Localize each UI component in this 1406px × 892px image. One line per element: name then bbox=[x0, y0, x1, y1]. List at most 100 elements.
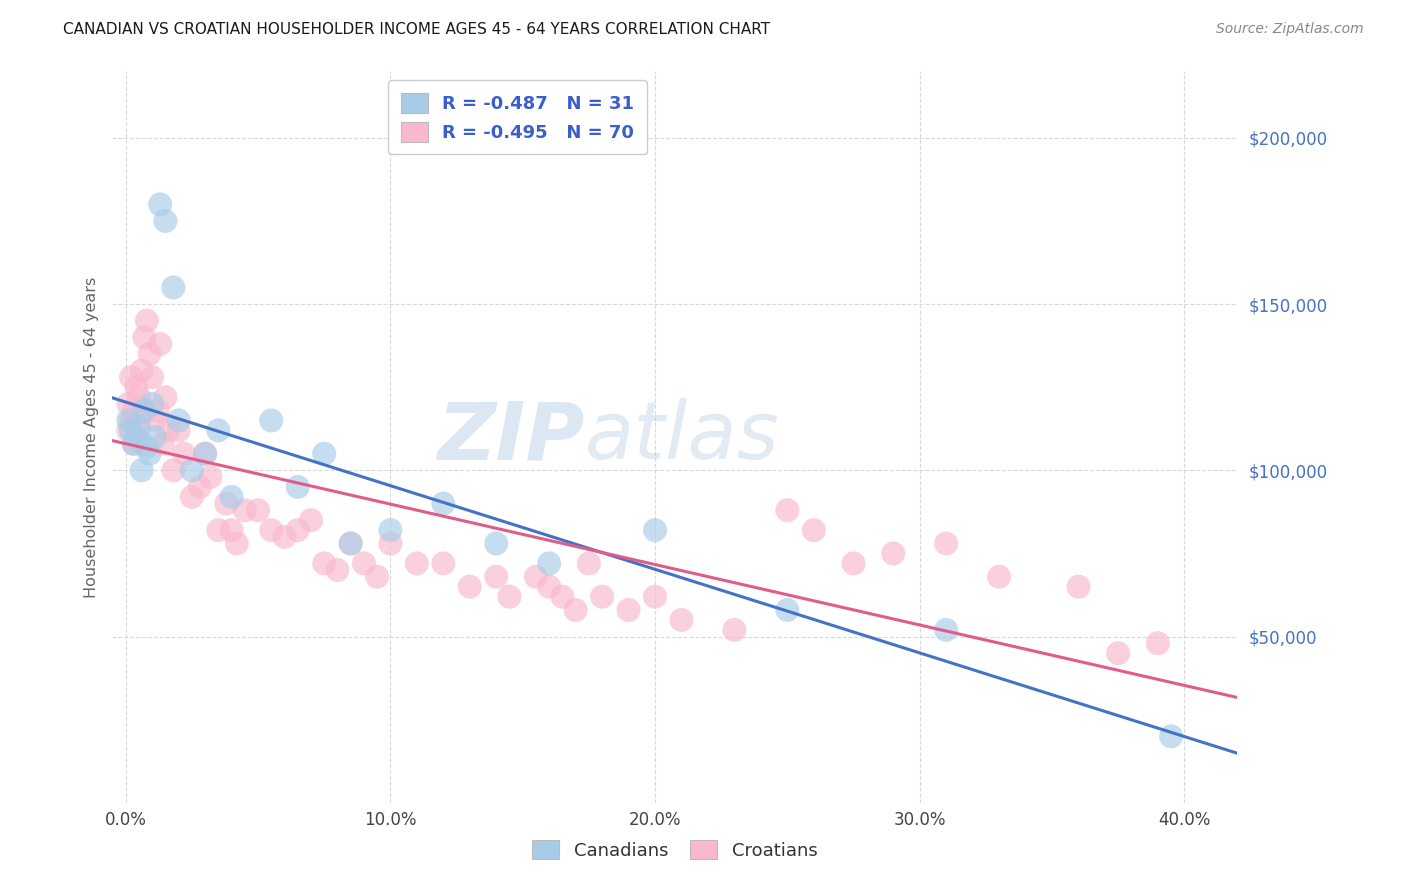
Point bbox=[524, 570, 547, 584]
Point bbox=[1160, 729, 1182, 743]
Point bbox=[173, 447, 195, 461]
Y-axis label: Householder Income Ages 45 - 64 years: Householder Income Ages 45 - 64 years bbox=[83, 277, 98, 598]
Point bbox=[326, 563, 349, 577]
Point bbox=[167, 413, 190, 427]
Point bbox=[200, 470, 222, 484]
Text: CANADIAN VS CROATIAN HOUSEHOLDER INCOME AGES 45 - 64 YEARS CORRELATION CHART: CANADIAN VS CROATIAN HOUSEHOLDER INCOME … bbox=[63, 22, 770, 37]
Point bbox=[143, 430, 166, 444]
Point bbox=[138, 447, 160, 461]
Point bbox=[117, 413, 139, 427]
Point bbox=[125, 430, 148, 444]
Point bbox=[935, 623, 957, 637]
Point bbox=[149, 197, 172, 211]
Point bbox=[225, 536, 247, 550]
Point bbox=[353, 557, 375, 571]
Point bbox=[551, 590, 574, 604]
Point bbox=[155, 214, 177, 228]
Point bbox=[128, 413, 150, 427]
Point bbox=[498, 590, 520, 604]
Point bbox=[134, 330, 156, 344]
Point bbox=[215, 497, 238, 511]
Point bbox=[155, 390, 177, 404]
Point bbox=[122, 436, 145, 450]
Point bbox=[260, 523, 283, 537]
Point bbox=[287, 480, 309, 494]
Point bbox=[842, 557, 865, 571]
Point bbox=[485, 570, 508, 584]
Point bbox=[146, 403, 169, 417]
Text: ZIP: ZIP bbox=[437, 398, 585, 476]
Point bbox=[152, 436, 174, 450]
Point bbox=[120, 413, 142, 427]
Point bbox=[432, 557, 454, 571]
Point bbox=[617, 603, 640, 617]
Point bbox=[194, 447, 217, 461]
Point bbox=[988, 570, 1011, 584]
Point bbox=[314, 557, 336, 571]
Point bbox=[167, 424, 190, 438]
Point bbox=[723, 623, 745, 637]
Point bbox=[141, 397, 163, 411]
Point bbox=[260, 413, 283, 427]
Point bbox=[432, 497, 454, 511]
Point bbox=[131, 463, 153, 477]
Point bbox=[273, 530, 295, 544]
Point bbox=[143, 413, 166, 427]
Point bbox=[125, 430, 148, 444]
Point bbox=[162, 280, 184, 294]
Point bbox=[157, 424, 180, 438]
Point bbox=[117, 397, 139, 411]
Point bbox=[122, 403, 145, 417]
Point bbox=[125, 380, 148, 394]
Point bbox=[134, 403, 156, 417]
Point bbox=[122, 436, 145, 450]
Point bbox=[1107, 646, 1129, 660]
Point bbox=[366, 570, 388, 584]
Point bbox=[120, 424, 142, 438]
Point bbox=[221, 490, 243, 504]
Point bbox=[135, 314, 157, 328]
Text: atlas: atlas bbox=[585, 398, 780, 476]
Point bbox=[299, 513, 322, 527]
Point bbox=[247, 503, 270, 517]
Point bbox=[120, 370, 142, 384]
Point bbox=[935, 536, 957, 550]
Point bbox=[134, 403, 156, 417]
Point bbox=[538, 557, 561, 571]
Point bbox=[1067, 580, 1090, 594]
Point bbox=[339, 536, 361, 550]
Point bbox=[149, 337, 172, 351]
Point bbox=[591, 590, 613, 604]
Point bbox=[221, 523, 243, 537]
Point bbox=[578, 557, 600, 571]
Point bbox=[180, 490, 202, 504]
Point bbox=[803, 523, 825, 537]
Point bbox=[233, 503, 256, 517]
Point bbox=[776, 603, 799, 617]
Point bbox=[131, 436, 153, 450]
Point bbox=[380, 536, 402, 550]
Point bbox=[207, 523, 229, 537]
Point bbox=[485, 536, 508, 550]
Point bbox=[162, 463, 184, 477]
Point bbox=[117, 424, 139, 438]
Point bbox=[538, 580, 561, 594]
Point bbox=[458, 580, 481, 594]
Point bbox=[128, 420, 150, 434]
Point bbox=[314, 447, 336, 461]
Point bbox=[564, 603, 586, 617]
Point bbox=[287, 523, 309, 537]
Point bbox=[339, 536, 361, 550]
Point bbox=[188, 480, 211, 494]
Point bbox=[135, 440, 157, 454]
Legend: Canadians, Croatians: Canadians, Croatians bbox=[526, 832, 824, 867]
Point bbox=[882, 546, 904, 560]
Point bbox=[128, 390, 150, 404]
Point bbox=[671, 613, 693, 627]
Point bbox=[644, 523, 666, 537]
Point bbox=[131, 363, 153, 377]
Point bbox=[180, 463, 202, 477]
Point bbox=[1147, 636, 1170, 650]
Point bbox=[207, 424, 229, 438]
Text: Source: ZipAtlas.com: Source: ZipAtlas.com bbox=[1216, 22, 1364, 37]
